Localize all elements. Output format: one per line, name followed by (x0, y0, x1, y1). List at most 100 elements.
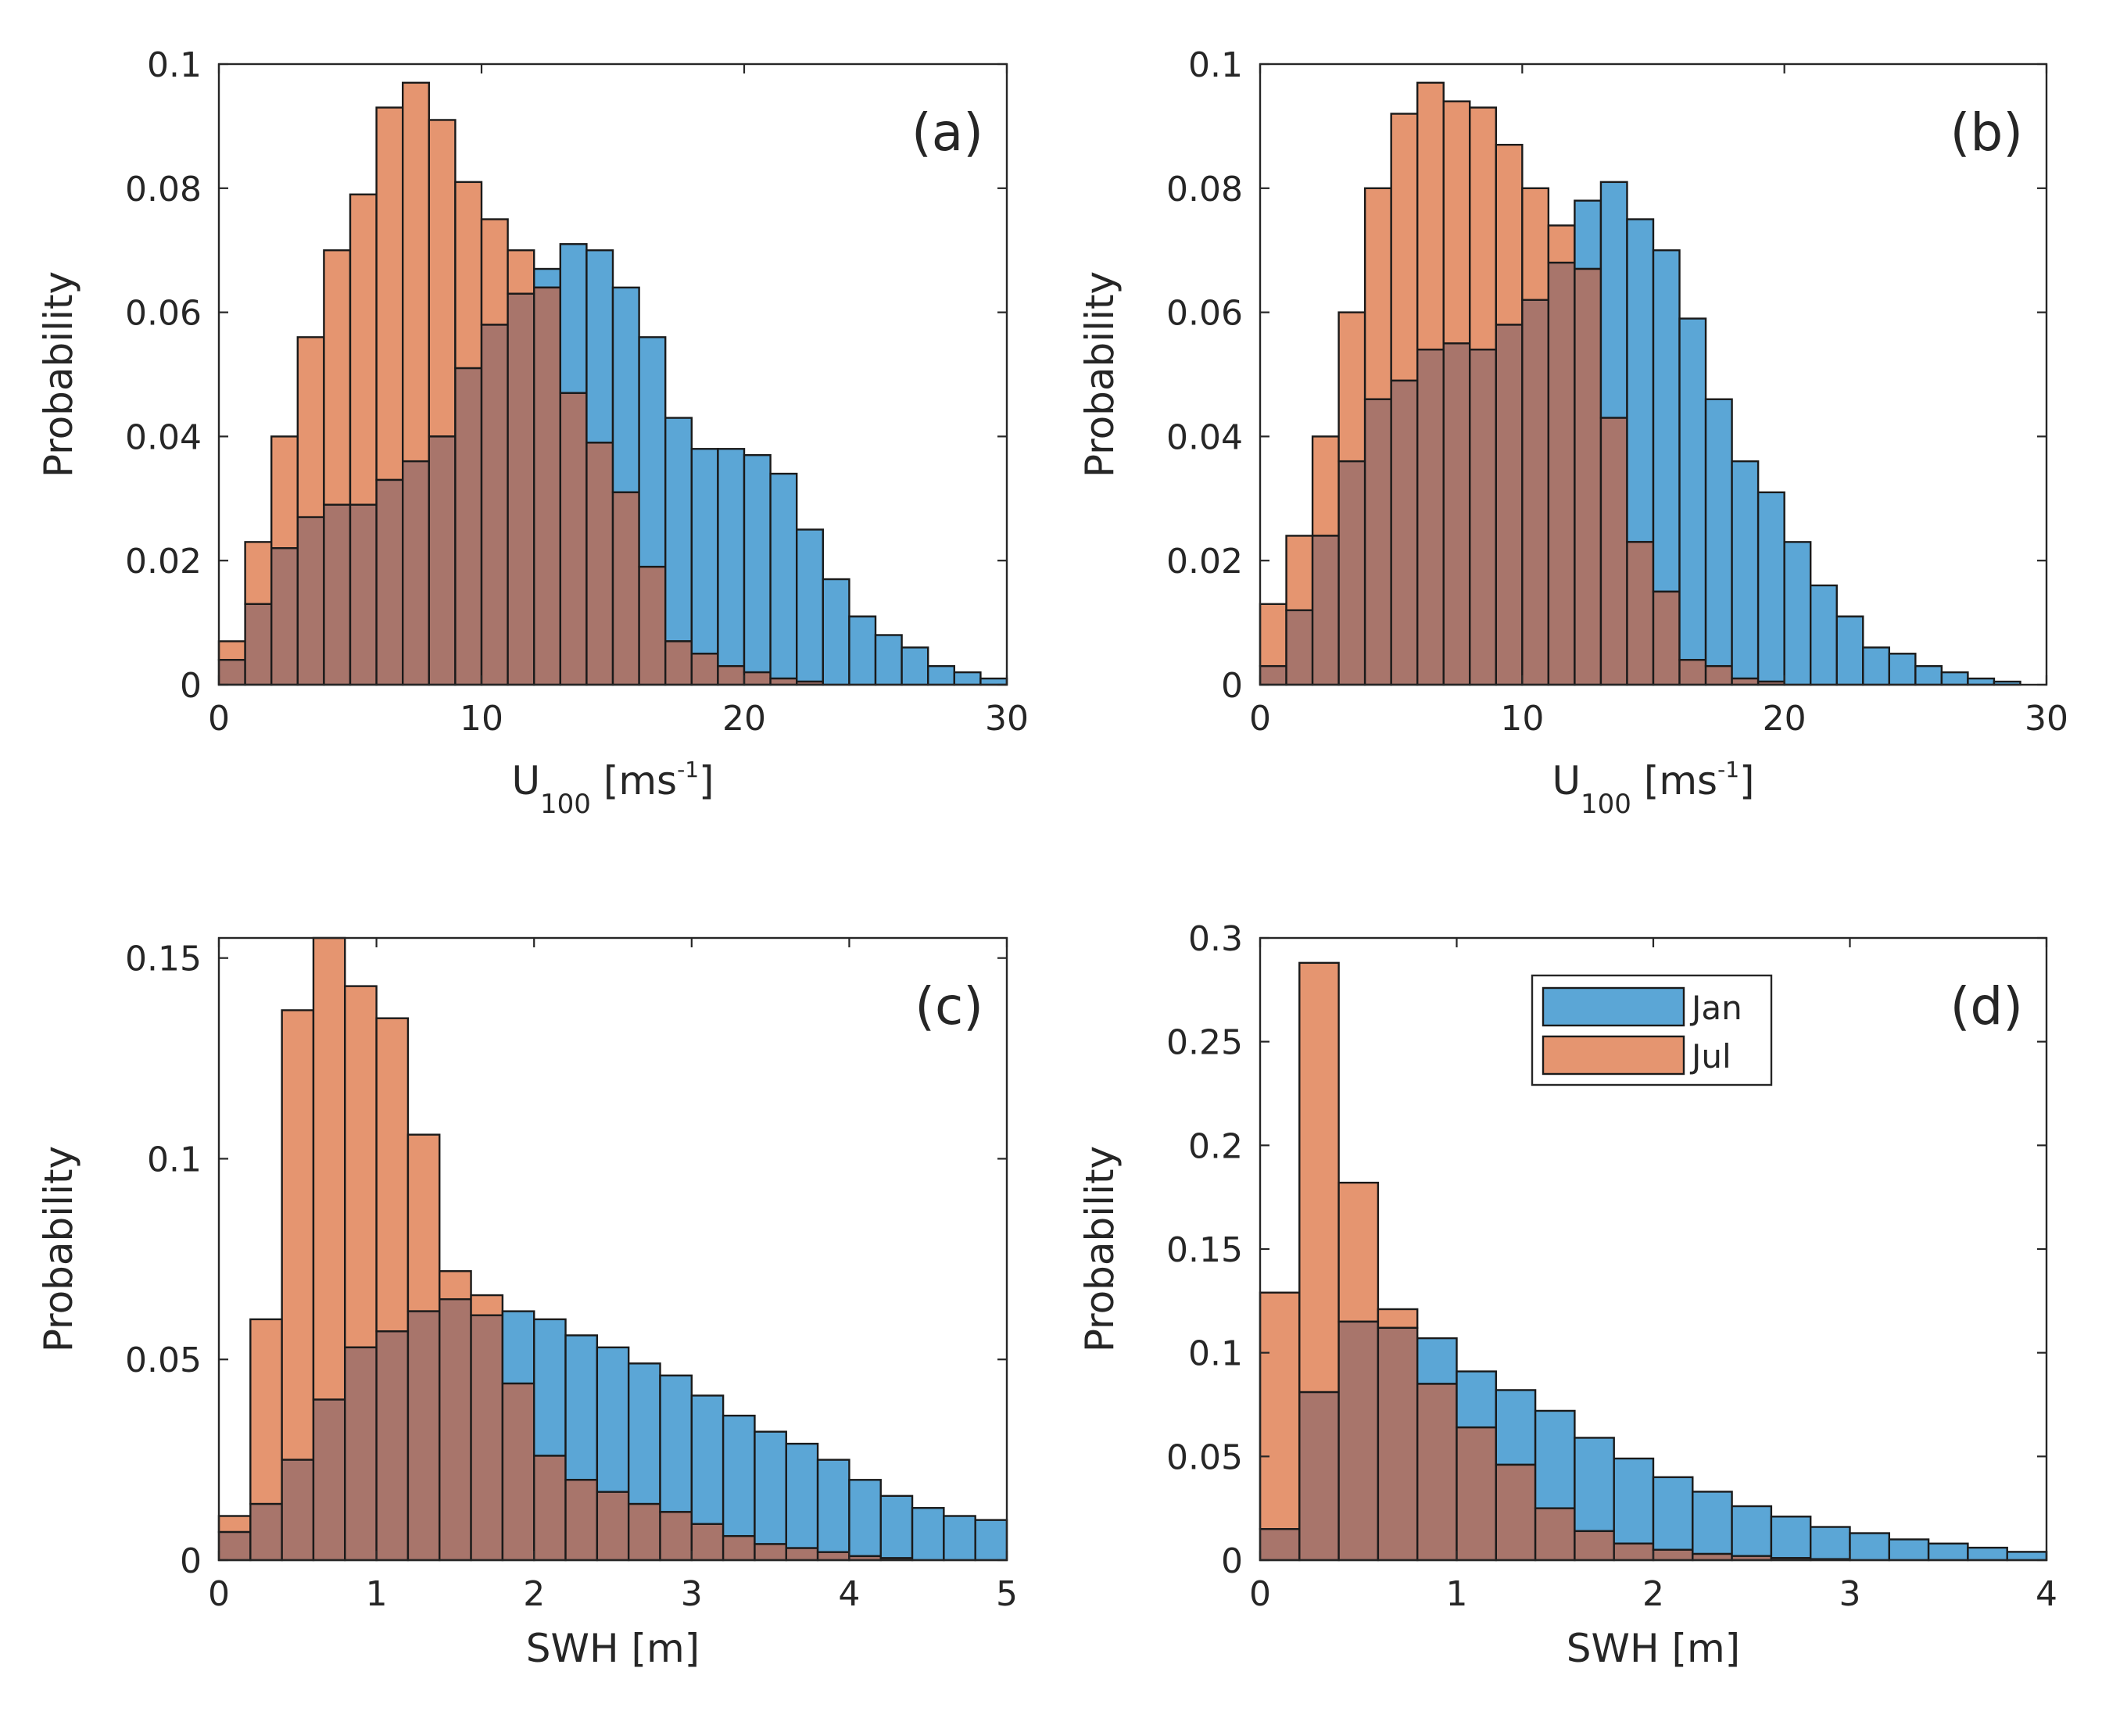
overlap-bar (1285, 609, 1314, 686)
jan-bar (953, 671, 982, 686)
overlap-bar (1377, 1326, 1419, 1562)
overlap-bar (344, 1346, 378, 1562)
jan-bar (796, 528, 825, 683)
jan-bar (1940, 671, 1969, 686)
y-tick-label: 0.1 (1188, 1334, 1243, 1374)
jan-bar (1534, 1409, 1576, 1509)
jul-bar (344, 985, 378, 1349)
bars (217, 81, 1008, 686)
overlap-bar (480, 324, 509, 686)
jan-bar (1967, 1546, 2008, 1562)
jul-bar (270, 435, 299, 549)
y-tick-label: 0 (1221, 1541, 1243, 1581)
bars (217, 936, 1008, 1562)
jan-bar (1613, 1457, 1655, 1545)
overlap-bar (507, 292, 535, 686)
panel-a: 0 10 20 30 0 0.02 0.04 0.06 0.08 0.1 Probability U1… (36, 45, 1029, 820)
x-tick-label: 0 (1249, 1574, 1271, 1614)
overlap-bar (1456, 1426, 1497, 1562)
y-tick-label: 0.04 (1166, 417, 1243, 457)
y-tick-label: 0.15 (1166, 1230, 1243, 1270)
overlap-bar (1534, 1507, 1576, 1562)
jan-bar (1835, 615, 1864, 686)
y-tick-label: 0.25 (1166, 1023, 1243, 1063)
x-axis-label: U100 [ms-1] (511, 757, 714, 820)
overlap-bar (533, 1455, 567, 1562)
x-tick-label: 4 (2036, 1574, 2057, 1614)
jan-bar (879, 1494, 914, 1559)
panel-label: (a) (911, 102, 983, 163)
jul-bar (402, 81, 431, 463)
overlap-bar (690, 653, 719, 686)
y-tick-label: 0.1 (147, 1140, 202, 1179)
x-tick-label: 3 (1839, 1574, 1861, 1614)
jan-bar (559, 243, 588, 395)
jan-bar (1927, 1542, 1969, 1562)
overlap-bar (1363, 398, 1392, 686)
x-tick-label: 10 (460, 699, 503, 739)
overlap-bar (627, 1502, 661, 1562)
axes-frame (1259, 63, 2048, 686)
overlap-bar (1652, 1548, 1694, 1562)
overlap-bar (454, 367, 483, 686)
jan-bar (1731, 460, 1760, 680)
jul-bar (1259, 1291, 1301, 1530)
x-tick-label: 20 (722, 699, 766, 739)
x-tick-label: 1 (366, 1574, 388, 1614)
x-label-close: ] (699, 758, 714, 804)
jan-bar (1574, 199, 1602, 270)
x-label-main: U (1552, 758, 1581, 804)
overlap-bar (375, 1330, 410, 1562)
overlap-bar (312, 1398, 346, 1562)
overlap-bar (349, 503, 378, 686)
x-axis-label: SWH [m] (526, 1626, 700, 1671)
y-tick-label: 0.02 (1166, 542, 1243, 582)
jul-bar (323, 249, 352, 506)
jan-bar (822, 578, 850, 686)
overlap-bar (690, 1523, 725, 1562)
overlap-bar (1678, 659, 1707, 686)
bars (1259, 81, 2021, 686)
overlap-bar (1574, 1530, 1615, 1562)
overlap-bar (1599, 417, 1628, 686)
overlap-bar (533, 286, 562, 686)
x-label-superscript: -1 (677, 757, 699, 782)
overlap-bar (217, 659, 246, 686)
jan-bar (501, 1310, 535, 1385)
legend: Jan Jul (1531, 974, 1773, 1086)
x-label-subscript: 100 (1581, 789, 1631, 820)
overlap-bar (1390, 379, 1419, 686)
legend-swatch-jan (1542, 986, 1685, 1027)
jan-bar (690, 1394, 725, 1525)
overlap-bar (611, 491, 640, 686)
legend-label-jan: Jan (1689, 989, 1742, 1027)
overlap-bar (375, 478, 404, 686)
overlap-bar (638, 565, 667, 686)
overlap-bar (1495, 1463, 1537, 1562)
y-tick-label: 0 (180, 666, 202, 706)
jul-bar (439, 1270, 472, 1301)
jan-bar (1862, 646, 1890, 686)
jul-bar (1337, 311, 1366, 463)
y-tick-label: 0.1 (147, 45, 202, 85)
overlap-bar (323, 503, 352, 686)
bars (1259, 961, 2048, 1562)
jul-bar (375, 1017, 410, 1333)
jan-bar (926, 664, 955, 686)
overlap-bar (785, 1547, 819, 1562)
x-tick-label: 1 (1446, 1574, 1468, 1614)
y-tick-label: 0.1 (1188, 45, 1243, 85)
overlap-bar (270, 547, 299, 686)
jan-bar (638, 336, 667, 568)
jul-bar (249, 1318, 283, 1505)
jul-bar (1298, 961, 1340, 1394)
overlap-bar (1259, 664, 1287, 686)
jul-bar (1390, 113, 1419, 382)
jan-bar (1626, 218, 1655, 543)
y-tick-label: 0.08 (1166, 170, 1243, 209)
overlap-bar (217, 1530, 252, 1562)
panel-label: (c) (915, 976, 983, 1036)
x-tick-label: 0 (208, 699, 230, 739)
overlap-bar (428, 435, 457, 686)
